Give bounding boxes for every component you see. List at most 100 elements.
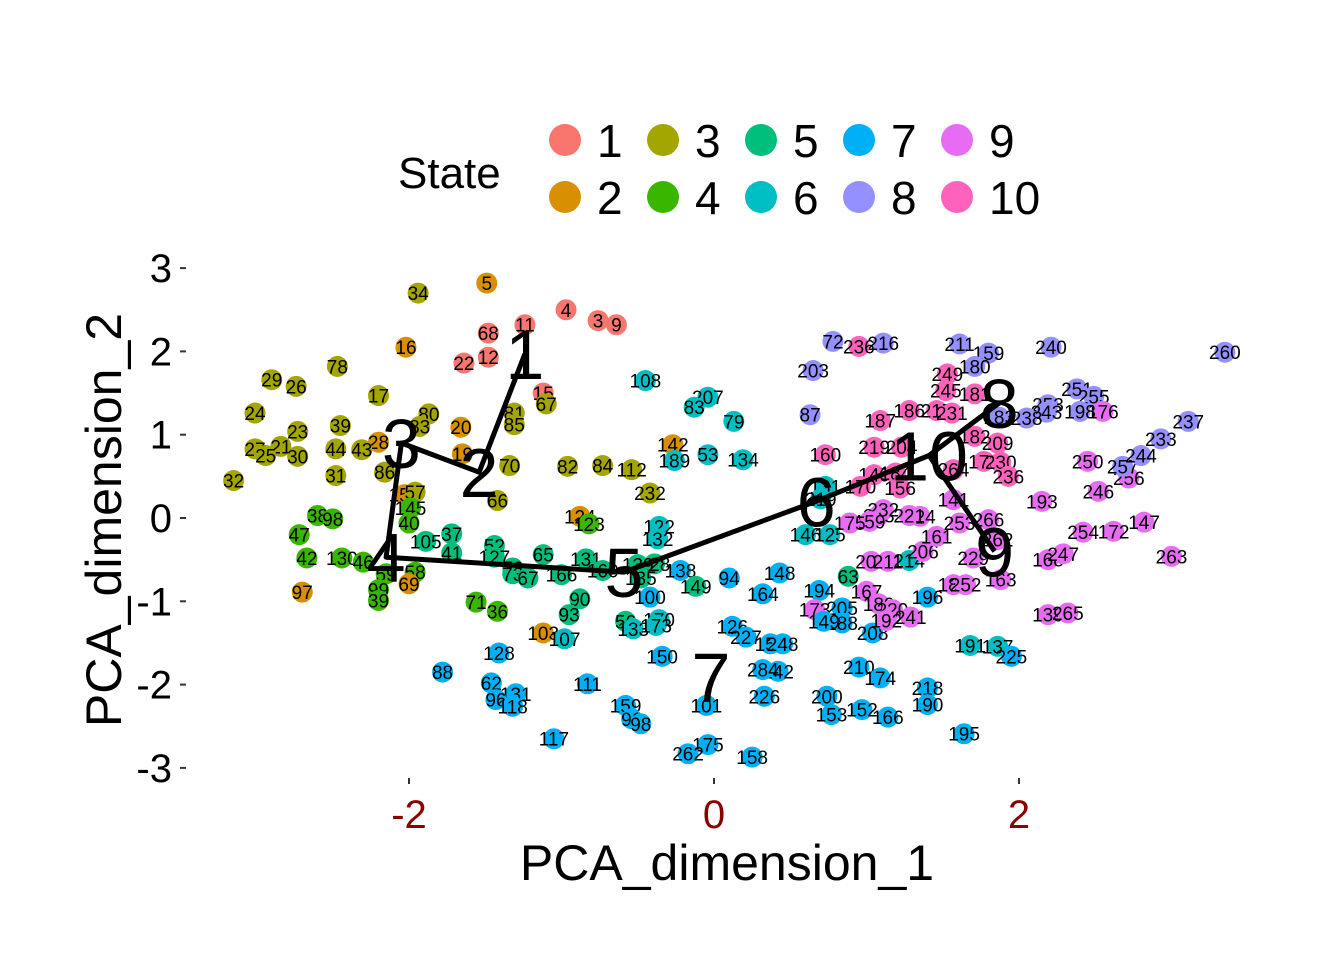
point-label: 263 xyxy=(1156,547,1188,568)
data-point: 105 xyxy=(410,530,442,553)
point-marker xyxy=(375,563,397,585)
point-label: 149 xyxy=(808,612,840,633)
data-point: 125 xyxy=(814,524,846,547)
point-marker xyxy=(772,633,794,655)
point-label: 78 xyxy=(327,357,348,378)
point-marker xyxy=(441,523,463,545)
point-marker xyxy=(949,512,971,534)
data-point: 30 xyxy=(287,445,308,468)
point-marker xyxy=(859,510,881,532)
point-label: 68 xyxy=(478,324,499,345)
data-point: 249 xyxy=(931,363,963,386)
point-marker xyxy=(741,746,763,768)
point-marker xyxy=(645,614,667,636)
point-label: 221 xyxy=(893,507,925,528)
point-marker xyxy=(942,459,964,481)
data-point: 142 xyxy=(657,434,689,457)
trajectory-node-label: 6 xyxy=(797,463,836,541)
point-label: 150 xyxy=(646,647,678,668)
point-label: 105 xyxy=(410,532,442,553)
data-point: 44 xyxy=(325,438,347,461)
point-label: 142 xyxy=(657,436,689,457)
data-point: 236 xyxy=(843,335,875,358)
data-point: 135 xyxy=(625,567,657,590)
point-label: 254 xyxy=(1067,523,1099,544)
point-marker xyxy=(555,299,577,321)
data-point: 225 xyxy=(996,645,1027,668)
data-point: 227 xyxy=(730,626,762,649)
data-point: 226 xyxy=(748,685,780,708)
point-marker xyxy=(1133,511,1155,533)
data-point: 206 xyxy=(907,540,939,563)
point-marker xyxy=(964,355,986,377)
data-point: 128 xyxy=(483,642,515,665)
point-label: 128 xyxy=(483,644,515,665)
point-label: 244 xyxy=(1125,447,1157,468)
point-label: 125 xyxy=(814,526,846,547)
point-label: 206 xyxy=(907,542,939,563)
point-label: 82 xyxy=(557,457,578,478)
data-point: 196 xyxy=(912,586,943,609)
point-marker xyxy=(1177,410,1199,432)
point-marker xyxy=(432,661,454,683)
data-point: 263 xyxy=(1156,545,1188,568)
point-marker xyxy=(1052,543,1074,565)
data-point: 211 xyxy=(944,333,975,356)
data-point: 198 xyxy=(1064,400,1096,423)
data-point: 19 xyxy=(452,443,473,466)
data-point: 229 xyxy=(957,547,989,570)
data-point: 107 xyxy=(549,628,580,651)
data-point: 158 xyxy=(736,746,768,769)
point-label: 232 xyxy=(634,484,666,505)
point-label: 84 xyxy=(592,457,614,478)
point-marker xyxy=(288,524,310,546)
trajectory-node-label: 3 xyxy=(382,405,421,483)
data-point: 243 xyxy=(1031,401,1062,424)
point-marker xyxy=(270,435,292,457)
data-point: 176 xyxy=(1087,400,1119,423)
point-label: 134 xyxy=(727,451,759,472)
data-point: 203 xyxy=(797,360,829,383)
legend-item-5: 5 xyxy=(745,115,819,167)
point-marker xyxy=(476,272,498,294)
point-marker xyxy=(769,562,791,584)
point-marker xyxy=(576,673,598,695)
data-point: 153 xyxy=(816,704,847,727)
data-point: 63 xyxy=(838,565,859,588)
data-point: 284 xyxy=(747,659,779,682)
point-label: 135 xyxy=(625,569,657,590)
point-label: 130 xyxy=(326,549,358,570)
point-marker xyxy=(639,482,661,504)
data-point: 187 xyxy=(864,410,896,433)
data-point: 85 xyxy=(504,414,525,437)
data-point: 191 xyxy=(954,634,986,657)
legend-item-9: 9 xyxy=(941,115,1015,167)
data-point: 84 xyxy=(592,455,614,478)
point-marker xyxy=(477,322,499,344)
data-point: 150 xyxy=(646,645,678,668)
point-marker xyxy=(326,355,348,377)
point-label: 260 xyxy=(1209,343,1241,364)
point-marker xyxy=(1161,545,1182,567)
point-marker xyxy=(1066,378,1088,400)
data-point: 103 xyxy=(527,622,559,645)
point-label: 237 xyxy=(1172,412,1204,433)
legend-item-6: 6 xyxy=(745,172,819,224)
data-point: 82 xyxy=(557,455,578,478)
data-point: 36 xyxy=(487,600,508,623)
data-point: 132 xyxy=(642,528,673,551)
point-marker xyxy=(662,434,684,456)
data-point: 24 xyxy=(244,402,266,425)
point-marker xyxy=(569,588,591,610)
point-marker xyxy=(839,512,861,534)
point-marker xyxy=(816,685,838,707)
point-label: 67 xyxy=(517,569,538,590)
data-point: 238 xyxy=(1011,407,1042,430)
point-label: 249 xyxy=(931,365,963,386)
point-marker xyxy=(322,508,344,530)
data-point: 70 xyxy=(499,455,520,478)
data-point: 9 xyxy=(605,314,627,337)
data-point: 188 xyxy=(826,612,858,635)
point-label: 216 xyxy=(867,334,899,355)
data-point: 183 xyxy=(983,406,1015,429)
